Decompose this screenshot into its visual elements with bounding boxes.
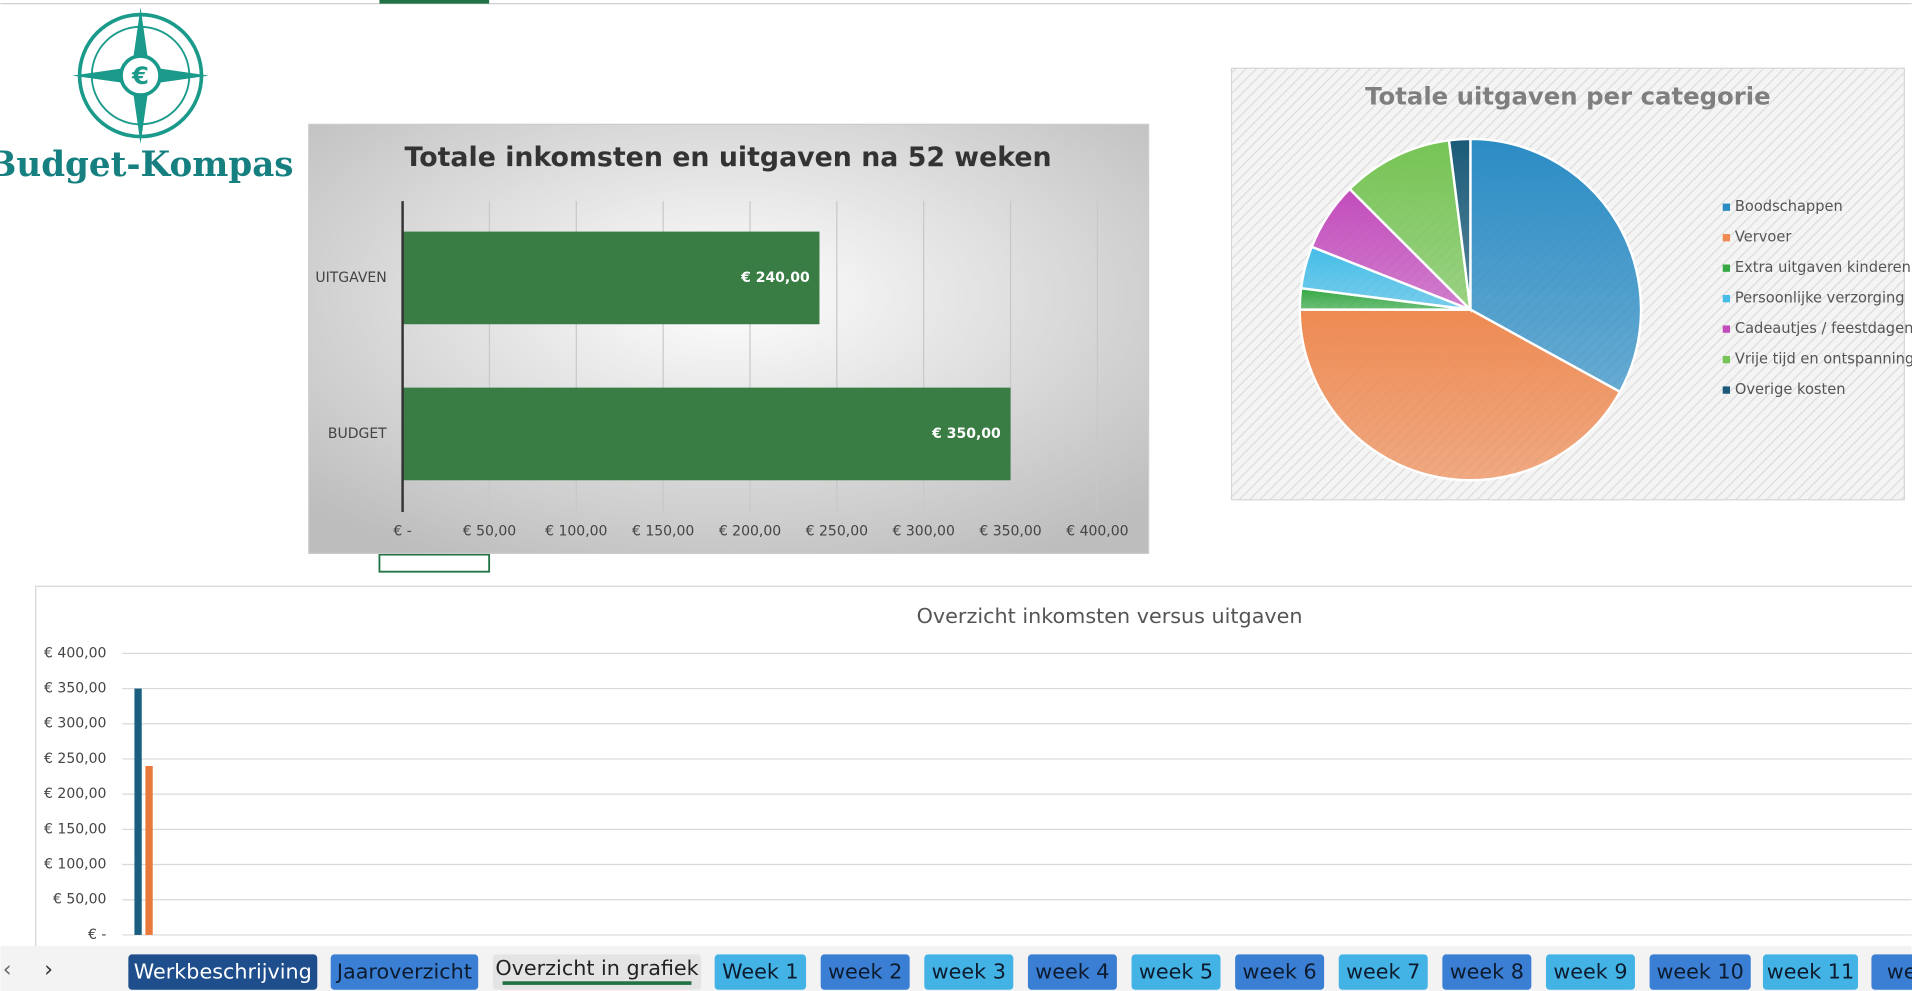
tab-label[interactable]: week 8	[1450, 960, 1524, 984]
legend-label: Persoonlijke verzorging	[1735, 290, 1905, 307]
tab[interactable]	[1338, 954, 1428, 990]
legend-swatch	[1722, 234, 1731, 242]
tab-label[interactable]: week 7	[1346, 960, 1420, 984]
y-tick-label: € 250,00	[44, 751, 106, 767]
tab[interactable]	[1545, 954, 1635, 990]
legend-swatch	[1722, 355, 1731, 364]
y-tick-label: € 150,00	[44, 821, 106, 837]
bar	[402, 231, 820, 325]
tab-label[interactable]: week 2	[828, 960, 902, 984]
tab[interactable]	[1762, 954, 1859, 990]
tab[interactable]	[492, 954, 702, 990]
tab-label[interactable]: week 11	[1767, 960, 1854, 984]
tab[interactable]	[330, 954, 479, 990]
chart-area	[308, 123, 1150, 555]
tab[interactable]	[820, 954, 910, 990]
bar	[402, 387, 1011, 481]
y-tick-label: UITGAVEN	[315, 270, 386, 286]
legend-label: Boodschappen	[1735, 198, 1843, 215]
x-tick-label: € 200,00	[719, 523, 781, 539]
pie-slice	[1447, 137, 1472, 310]
x-tick-label: € 250,00	[806, 523, 868, 539]
x-tick-label: € 50,00	[463, 523, 516, 539]
legend-label: Overige kosten	[1735, 381, 1846, 398]
tab[interactable]	[1235, 954, 1325, 990]
y-tick-label: € 50,00	[53, 892, 106, 908]
legend-label: Vrije tijd en ontspanning	[1735, 351, 1912, 368]
tab[interactable]	[1027, 954, 1117, 990]
chart-area	[35, 585, 1912, 991]
chart-title: Overzicht inkomsten versus uitgaven	[917, 604, 1303, 628]
tab[interactable]	[1442, 954, 1532, 990]
y-tick-label: € 350,00	[44, 681, 106, 697]
tab[interactable]	[1131, 954, 1221, 990]
tab-label[interactable]: Werkbeschrijving	[134, 960, 312, 984]
legend-swatch	[1722, 203, 1731, 211]
y-tick-label: € 300,00	[44, 716, 106, 732]
tab-label[interactable]: week 5	[1139, 960, 1213, 984]
y-tick-label: € 100,00	[44, 857, 106, 873]
tab-label[interactable]: week 3	[932, 960, 1006, 984]
y-tick-label: € 400,00	[44, 645, 106, 661]
x-tick-label: € 350,00	[979, 523, 1041, 539]
tab-label[interactable]: week 4	[1035, 960, 1109, 984]
bar	[145, 765, 153, 935]
tab-label[interactable]: wee	[1887, 960, 1912, 984]
tab[interactable]	[1649, 954, 1751, 990]
y-tick-label: € 200,00	[44, 786, 106, 802]
tab-label[interactable]: Week 1	[722, 960, 799, 984]
x-tick-label: € 300,00	[893, 523, 955, 539]
tab-label[interactable]: week 10	[1656, 960, 1743, 984]
legend-swatch	[1722, 294, 1731, 303]
nav-next[interactable]: ›	[44, 957, 53, 982]
tab-label[interactable]: Jaaroverzicht	[335, 960, 472, 984]
value-label: € 240,00	[740, 270, 810, 286]
x-tick-label: € -	[393, 523, 411, 539]
x-tick-label: € 400,00	[1066, 523, 1128, 539]
legend-swatch	[1722, 386, 1731, 394]
y-tick-label: € -	[88, 927, 106, 943]
logo-text: Budget-Kompas	[0, 145, 294, 185]
tab-underline	[502, 981, 692, 985]
x-tick-label: € 150,00	[632, 523, 694, 539]
chart-title: Totale uitgaven per categorie	[1365, 82, 1771, 111]
x-tick-label: € 100,00	[545, 523, 607, 539]
tab-label[interactable]: week 6	[1243, 960, 1317, 984]
y-tick-label: BUDGET	[328, 426, 387, 442]
tab-label[interactable]: Overzicht in grafiek	[495, 956, 698, 980]
legend-label: Vervoer	[1735, 229, 1791, 246]
svg-text:€: €	[131, 61, 149, 90]
tab[interactable]	[1871, 954, 1912, 990]
pie-slice	[1298, 308, 1622, 482]
legend-label: Cadeautjes / feestdagen	[1735, 320, 1912, 337]
legend-label: Extra uitgaven kinderen	[1735, 259, 1911, 276]
tab[interactable]	[714, 954, 807, 990]
tab[interactable]	[128, 954, 318, 990]
pie-slice	[1469, 137, 1643, 394]
logo: € Budget-Kompas	[0, 7, 294, 185]
value-label: € 350,00	[931, 426, 1001, 442]
tab[interactable]	[924, 954, 1014, 990]
legend-swatch	[1722, 325, 1731, 333]
pie-slice	[1348, 138, 1473, 313]
nav-prev[interactable]: ‹	[3, 957, 12, 982]
bar	[134, 688, 142, 935]
selection	[379, 0, 490, 4]
chart-title: Totale inkomsten en uitgaven na 52 weken	[405, 142, 1052, 173]
selection	[378, 553, 491, 573]
legend-swatch	[1722, 264, 1731, 272]
tab-label[interactable]: week 9	[1553, 960, 1627, 984]
